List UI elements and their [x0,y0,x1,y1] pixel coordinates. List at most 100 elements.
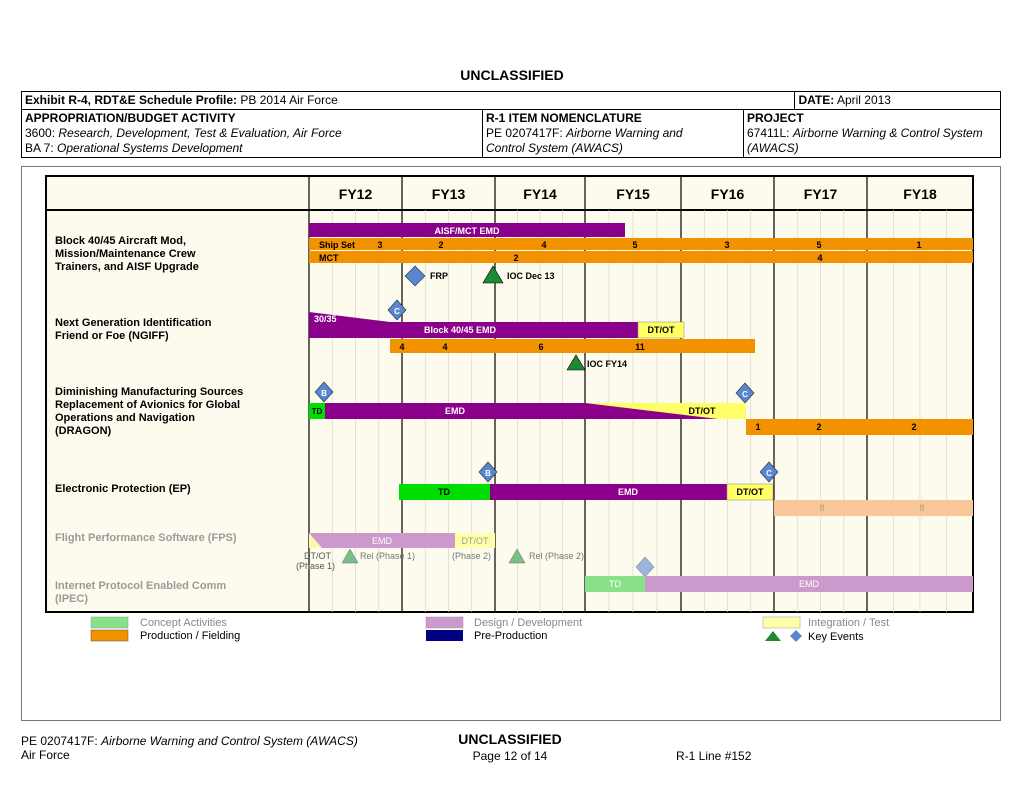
legend-integration-label: Integration / Test [808,617,889,629]
row-label: Mission/Maintenance Crew [55,248,196,260]
ipec-td-bar [585,576,645,592]
row-label: Next Generation Identification [55,317,212,329]
fps-rel2-label: Rel (Phase 2) [529,551,584,561]
fiscal-year-label: FY14 [523,186,557,202]
aisf-emd-bar [309,223,625,237]
mct-label: MCT [319,253,339,263]
fps-phase1-label: (Phase 1) [296,561,335,571]
project-text-line1: Airborne Warning & Control System [792,126,983,140]
appropriation-label: APPROPRIATION/BUDGET ACTIVITY [25,111,236,125]
legend-design-swatch [425,616,464,629]
legend: Concept Activities Production / Fielding… [90,616,889,643]
shipset-label: Ship Set [319,240,355,250]
milestone-c-label: C [766,469,772,478]
ioc-fy14-triangle-icon [566,354,586,371]
ep-production-number: 8 [819,503,824,513]
date-label: DATE: [798,93,835,107]
legend-integration-swatch [762,616,801,629]
legend-production-label: Production / Fielding [140,630,240,642]
fps-dtot-bar [455,533,495,548]
footer-left: PE 0207417F: Airborne Warning and Contro… [21,734,358,762]
footer-r1-line: R-1 Line #152 [676,749,752,763]
row-label: Replacement of Avionics for Global [55,399,240,411]
exhibit-value: PB 2014 Air Force [240,93,338,107]
ep-emd-bar [490,484,727,500]
budget-activity-text: Operational Systems Development [57,141,243,155]
row-label: Trainers, and AISF Upgrade [55,261,199,273]
fps-dtot-wedge [309,533,322,548]
ngiff-production-number: 11 [635,342,645,352]
r1-text-line2: Control System (AWACS) [486,141,623,155]
shipset-number: 2 [438,240,443,250]
exhibit-label: Exhibit R-4, RDT&E Schedule Profile: [25,93,238,107]
mct-number: 4 [817,253,822,263]
milestone-b-label: B [485,469,491,478]
milestone-c-label: C [742,390,748,399]
ngiff-emd-bar [390,322,638,338]
fiscal-year-label: FY17 [804,186,838,202]
dragon-production-number: 2 [911,422,916,432]
legend-concept-label: Concept Activities [140,617,227,629]
shipset-number: 4 [541,240,546,250]
ioc-dec13-triangle-icon [482,265,504,284]
dragon-emd-bar [325,403,585,419]
row-label: (IPEC) [55,593,88,605]
schedule-frame [21,166,1001,721]
footer-pe-code: PE 0207417F: [21,734,98,748]
ep-td-label: TD [438,487,450,497]
row-label: Friend or Foe (NGIFF) [55,330,169,342]
appropriation-code: 3600: [25,126,56,140]
footer-classification: UNCLASSIFIED [458,731,562,747]
legend-key-events-label: Key Events [808,631,864,643]
row-label: Operations and Navigation [55,412,195,424]
legend-preproduction-swatch [426,630,463,641]
footer-service: Air Force [21,748,70,762]
milestone-c-label: C [394,307,400,316]
legend-triangle-icon [765,631,781,641]
ngiff-production-number: 4 [442,342,447,352]
ep-milestone-b-icon [478,461,498,483]
ep-milestone-c-icon [759,461,779,483]
fiscal-year-label: FY16 [711,186,745,202]
row-label: (DRAGON) [55,425,112,437]
dragon-td-label: TD [312,407,323,416]
shipset-number: 3 [724,240,729,250]
classification-header: UNCLASSIFIED [460,67,564,83]
ngiff-milestone-c-icon [387,299,407,321]
shipset-bar [309,238,973,250]
ioc-fy14-label: IOC FY14 [587,359,627,369]
dragon-dtot-label: DT/OT [689,406,716,416]
exhibit-header-table: Exhibit R-4, RDT&E Schedule Profile: PB … [20,91,1001,158]
dragon-production-number: 2 [816,422,821,432]
ep-production-bar [774,500,973,516]
dragon-emd-label: EMD [445,406,466,416]
footer-pe-text: Airborne Warning and Control System (AWA… [101,734,358,748]
ngiff-production-number: 6 [538,342,543,352]
budget-activity-code: BA 7: [25,141,54,155]
year-labels: FY12 FY13 FY14 FY15 FY16 FY17 FY18 [339,186,937,202]
fps-emd-label: EMD [372,536,393,546]
ep-td-bar [399,484,490,500]
ioc-dec13-label: IOC Dec 13 [507,271,555,281]
ipec-emd-bar [645,576,973,592]
date-cell: DATE: April 2013 [794,91,1001,110]
legend-preproduction-label: Pre-Production [474,630,547,642]
ep-dtot-label: DT/OT [737,487,764,497]
legend-design-label: Design / Development [474,617,582,629]
ngiff-production-bar [390,339,755,353]
dragon-production-bar [746,419,973,435]
dragon-production-number: 1 [755,422,760,432]
ngiff-production-numbers: 4 4 6 11 [399,342,644,352]
project-label: PROJECT [747,111,804,125]
r1-code: PE 0207417F: [486,126,563,140]
fiscal-year-label: FY13 [432,186,466,202]
mct-bar [309,251,973,263]
fps-rel2-triangle-icon [508,548,526,564]
aisf-emd-label: AISF/MCT EMD [435,226,500,236]
ipec-emd-label: EMD [799,579,820,589]
r1-cell: R-1 ITEM NOMENCLATURE PE 0207417F: Airbo… [482,109,744,158]
fiscal-year-label: FY18 [903,186,937,202]
r1-label: R-1 ITEM NOMENCLATURE [486,111,642,125]
fps-rel1-triangle-icon [341,548,359,564]
